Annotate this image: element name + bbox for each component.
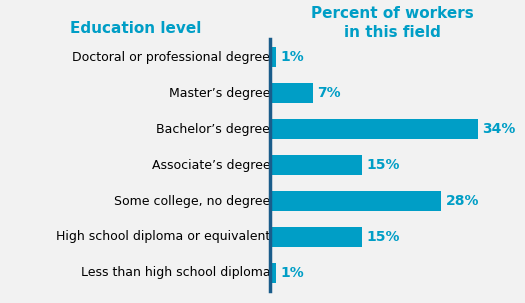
Text: 15%: 15% — [366, 230, 400, 244]
Bar — [270, 191, 442, 211]
Text: 1%: 1% — [281, 266, 304, 280]
Text: Doctoral or professional degree: Doctoral or professional degree — [72, 51, 270, 64]
Text: Less than high school diploma: Less than high school diploma — [81, 266, 270, 279]
Text: Associate’s degree: Associate’s degree — [152, 159, 270, 171]
Text: 34%: 34% — [482, 122, 516, 136]
Text: 15%: 15% — [366, 158, 400, 172]
Bar — [270, 119, 478, 139]
Text: Some college, no degree: Some college, no degree — [114, 195, 270, 208]
Text: High school diploma or equivalent: High school diploma or equivalent — [56, 231, 270, 244]
Text: 7%: 7% — [318, 86, 341, 100]
Bar — [270, 48, 277, 67]
Bar — [270, 263, 277, 283]
Bar — [270, 227, 362, 247]
Text: Education level: Education level — [69, 21, 201, 36]
Text: Percent of workers
in this field: Percent of workers in this field — [311, 6, 474, 40]
Bar — [270, 155, 362, 175]
Text: 28%: 28% — [446, 194, 479, 208]
Bar — [270, 83, 313, 103]
Text: Master’s degree: Master’s degree — [169, 87, 270, 100]
Text: Bachelor’s degree: Bachelor’s degree — [156, 123, 270, 136]
Text: 1%: 1% — [281, 50, 304, 64]
